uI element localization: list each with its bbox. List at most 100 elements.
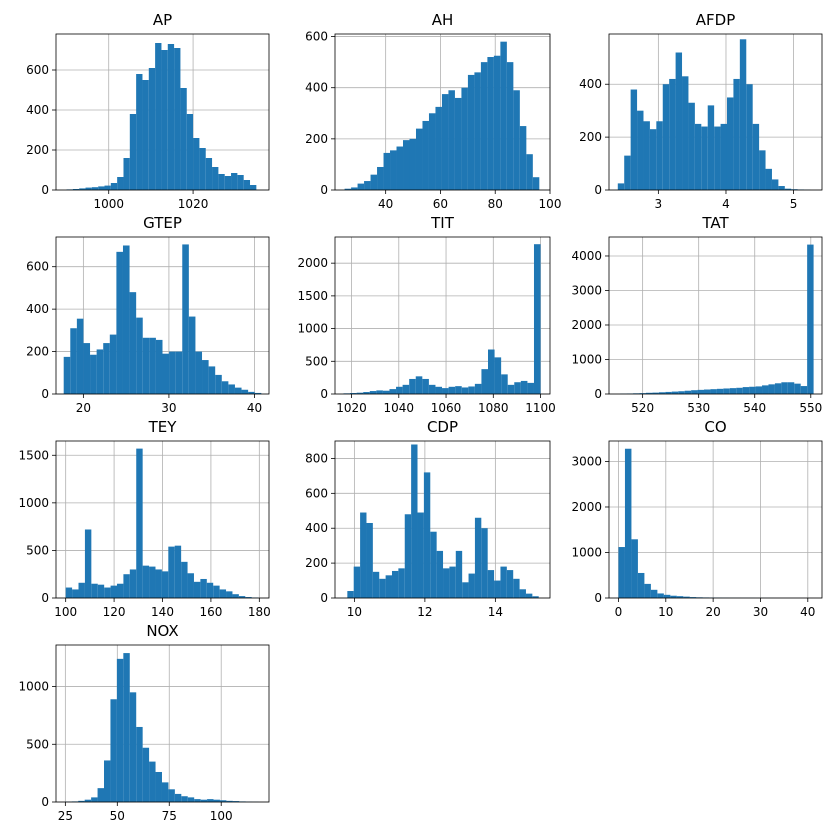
histogram-bar <box>122 245 130 394</box>
histogram-bar <box>123 574 130 598</box>
subplot-co: 0 10 20 30 40 0 1000 2000 3000 CO <box>571 418 823 619</box>
histogram-bar <box>656 121 663 190</box>
histogram-bar <box>784 188 792 190</box>
histogram-bar <box>494 357 502 394</box>
histogram-bar <box>422 120 429 190</box>
histogram-bar <box>110 585 117 598</box>
histogram-bar <box>129 114 137 190</box>
histogram-bar <box>366 522 373 598</box>
histogram-bar <box>739 39 747 191</box>
histogram-bar <box>357 183 365 190</box>
histogram-bar <box>136 74 143 190</box>
y-tick-label: 800 <box>305 451 328 465</box>
histogram-bar <box>682 76 689 190</box>
histogram-bar <box>142 747 150 802</box>
x-tick-label: 530 <box>687 401 710 415</box>
histogram-bar <box>79 188 86 190</box>
histogram-bar <box>83 343 91 394</box>
y-tick-label: 400 <box>305 81 328 95</box>
histogram-bar <box>774 383 782 394</box>
histogram-bar <box>643 121 650 190</box>
x-tick-label: 25 <box>58 809 73 823</box>
subplot-title: GTEP <box>143 214 182 232</box>
histogram-bar <box>398 568 405 598</box>
histogram-bar <box>644 583 651 598</box>
histogram-bar <box>136 448 143 598</box>
histogram-bar <box>618 547 625 598</box>
x-tick-label: 1020 <box>336 401 367 415</box>
histogram-bar <box>91 187 99 190</box>
histogram-bar <box>474 72 481 190</box>
histogram-bar <box>142 565 150 598</box>
histogram-bar <box>742 387 750 394</box>
histogram-bar <box>481 369 489 394</box>
histogram-bar <box>218 174 225 190</box>
axes-frame <box>334 33 551 191</box>
histogram-bar <box>488 349 495 394</box>
histogram-bar <box>501 374 508 394</box>
x-tick-label: 550 <box>799 401 822 415</box>
histogram-bar <box>443 568 450 598</box>
histogram-bar <box>391 570 399 598</box>
histogram-bar <box>195 351 203 394</box>
histogram-bar <box>85 187 92 190</box>
subplot-tat: 520 530 540 550 0 1000 2000 3000 4000 TAT <box>571 214 823 415</box>
x-tick-label: 160 <box>199 605 222 619</box>
histogram-bar <box>193 581 201 598</box>
y-tick-label: 1500 <box>18 448 49 462</box>
histogram-bar <box>658 392 666 394</box>
histogram-bar <box>800 386 808 394</box>
histogram-bar <box>243 180 251 190</box>
histogram-bar <box>123 158 130 190</box>
histogram-bar <box>193 138 200 190</box>
histogram-bar <box>96 349 104 394</box>
histogram-bar <box>161 571 169 598</box>
x-tick-label: 12 <box>417 605 432 619</box>
histogram-bar <box>526 154 533 190</box>
y-tick-label: 1500 <box>297 289 328 303</box>
histogram-bar <box>90 354 97 394</box>
subplot-title: NOX <box>146 622 178 640</box>
histogram-bar <box>364 181 371 190</box>
subplot-tit: 1020 1040 1060 1080 1100 0 500 1000 1500 2000 TIT <box>297 214 555 415</box>
histogram-bar <box>234 387 242 394</box>
histogram-bar <box>683 596 690 598</box>
histogram-bar <box>697 389 705 394</box>
histogram-bar <box>404 514 412 598</box>
histogram-bar <box>161 782 169 802</box>
histogram-bar <box>174 793 182 802</box>
y-tick-label: 400 <box>579 77 602 91</box>
histogram-bar <box>480 62 488 190</box>
histogram-bar <box>181 561 188 598</box>
y-tick-label: 600 <box>305 486 328 500</box>
histogram-bar <box>200 799 208 802</box>
histogram-bar <box>415 376 423 394</box>
histogram-bar <box>689 597 697 598</box>
histogram-bar <box>704 389 711 394</box>
histogram-bar <box>238 596 246 598</box>
histogram-bar <box>168 546 175 598</box>
histogram-bar <box>175 351 183 394</box>
histogram-bar <box>417 512 424 598</box>
histogram-bar <box>213 799 220 802</box>
histogram-bar <box>148 68 156 190</box>
histogram-bar <box>617 183 625 190</box>
histogram-bar <box>136 726 143 802</box>
histogram-bar <box>415 128 423 190</box>
histogram-bar <box>207 799 214 802</box>
histogram-bar <box>631 539 638 598</box>
histogram-bar <box>142 80 149 190</box>
y-tick-label: 1000 <box>571 545 602 559</box>
histogram-bar <box>514 382 521 394</box>
y-tick-label: 0 <box>41 387 49 401</box>
histogram-bar <box>649 129 657 190</box>
histogram-bar <box>350 393 357 394</box>
histogram-bar <box>155 771 162 802</box>
histogram-bar <box>441 94 449 190</box>
histogram-bar <box>91 583 98 598</box>
histogram-bar <box>116 583 124 598</box>
x-tick-label: 100 <box>210 809 233 823</box>
histogram-bar <box>455 550 463 598</box>
histogram-bar <box>624 448 632 598</box>
